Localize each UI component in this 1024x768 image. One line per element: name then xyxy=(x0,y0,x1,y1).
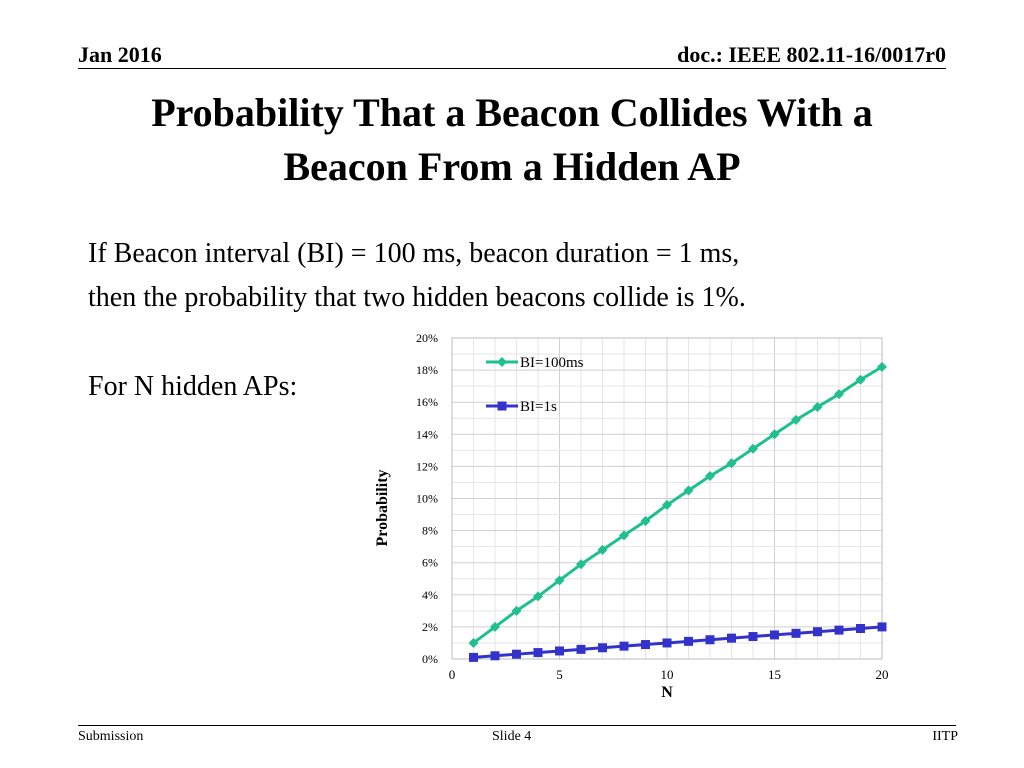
body-line-2: then the probability that two hidden bea… xyxy=(88,282,746,313)
chart-series xyxy=(468,361,887,662)
x-tick-label: 10 xyxy=(661,667,674,682)
data-point-diamond xyxy=(468,637,479,648)
y-tick-label: 4% xyxy=(422,588,438,602)
data-point-square xyxy=(490,651,500,661)
y-tick-label: 10% xyxy=(416,492,438,506)
data-point-square xyxy=(877,622,887,632)
footer-divider xyxy=(78,725,956,726)
header-divider xyxy=(78,68,946,69)
series-line xyxy=(472,365,883,645)
data-point-diamond xyxy=(683,485,694,496)
data-point-square xyxy=(813,627,822,637)
x-tick-label: 0 xyxy=(449,667,456,682)
data-point-square xyxy=(555,646,564,656)
y-tick-label: 18% xyxy=(416,363,438,377)
y-tick-label: 14% xyxy=(416,427,438,441)
data-point-diamond xyxy=(726,458,737,469)
x-tick-label: 15 xyxy=(768,667,781,682)
data-point-diamond xyxy=(812,402,823,413)
data-point-square xyxy=(727,633,736,643)
slide-title: Probability That a Beacon Collides With … xyxy=(60,86,964,194)
y-tick-label: 12% xyxy=(416,459,438,473)
y-tick-label: 6% xyxy=(422,556,438,570)
data-point-diamond xyxy=(855,374,866,385)
data-point-square xyxy=(598,643,607,653)
for-n-text: For N hidden APs: xyxy=(88,371,298,402)
probability-chart: 0% 2% 4% 6% 8% 10% 12% 14% 16% 18% 20% 0 5 10 15 20 BI… xyxy=(374,331,889,701)
data-point-diamond xyxy=(834,389,844,400)
header-doc-id: doc.: IEEE 802.11-16/0017r0 xyxy=(677,42,946,67)
series-bi-100ms xyxy=(468,361,887,648)
footer-org: IITP xyxy=(932,729,958,744)
chart-legend: BI=100ms BI=1s xyxy=(486,355,584,415)
data-point-square xyxy=(705,635,715,645)
y-tick-label: 0% xyxy=(422,652,438,666)
data-point-square xyxy=(791,628,801,638)
data-point-square xyxy=(469,652,478,662)
chart-grid xyxy=(451,337,883,660)
legend-label: BI=1s xyxy=(520,399,557,415)
footer-slide-number: Slide 4 xyxy=(492,729,532,744)
data-point-diamond xyxy=(769,429,780,440)
data-point-diamond xyxy=(877,361,887,372)
y-tick-label: 8% xyxy=(422,524,438,538)
x-tick-label: 20 xyxy=(876,667,889,682)
data-point-diamond xyxy=(619,530,629,541)
y-tick-labels: 0% 2% 4% 6% 8% 10% 12% 14% 16% 18% 20% xyxy=(416,331,438,666)
plot-area-border xyxy=(451,337,883,660)
data-point-square xyxy=(662,638,672,648)
data-point-diamond xyxy=(640,515,651,526)
x-tick-labels: 0 5 10 15 20 xyxy=(449,667,889,682)
data-point-square xyxy=(770,630,779,640)
legend-marker-square xyxy=(497,401,507,411)
data-point-square xyxy=(512,649,521,659)
data-point-square xyxy=(684,636,693,646)
data-point-diamond xyxy=(662,499,672,510)
y-tick-label: 20% xyxy=(416,331,438,345)
data-point-square xyxy=(576,644,586,654)
body-paragraph: If Beacon interval (BI) = 100 ms, beacon… xyxy=(88,232,746,320)
y-axis-label: Probability xyxy=(374,469,391,546)
legend-label: BI=100ms xyxy=(520,355,584,371)
data-point-square xyxy=(856,624,865,634)
series-bi-1s xyxy=(469,622,887,662)
header-date: Jan 2016 xyxy=(78,42,162,67)
data-point-diamond xyxy=(597,544,608,555)
data-point-square xyxy=(533,648,543,658)
slide-title-line-1: Probability That a Beacon Collides With … xyxy=(151,90,873,135)
slide-title-line-2: Beacon From a Hidden AP xyxy=(283,144,741,189)
x-axis-label: N xyxy=(661,684,673,701)
data-point-diamond xyxy=(791,414,801,425)
data-point-square xyxy=(619,641,629,651)
x-tick-label: 5 xyxy=(556,667,563,682)
data-point-diamond xyxy=(490,621,500,632)
y-tick-label: 16% xyxy=(416,395,438,409)
legend-marker-diamond xyxy=(497,357,507,367)
data-point-diamond xyxy=(576,559,586,570)
body-line-1: If Beacon interval (BI) = 100 ms, beacon… xyxy=(88,238,740,269)
y-tick-label: 2% xyxy=(422,620,438,634)
data-point-diamond xyxy=(705,471,715,482)
data-point-diamond xyxy=(533,591,543,602)
data-point-diamond xyxy=(748,443,758,454)
data-point-square xyxy=(834,625,844,635)
data-point-square xyxy=(748,632,758,642)
data-point-diamond xyxy=(511,605,522,616)
data-point-square xyxy=(641,640,650,650)
data-point-diamond xyxy=(554,575,565,586)
footer-submission: Submission xyxy=(78,729,144,744)
